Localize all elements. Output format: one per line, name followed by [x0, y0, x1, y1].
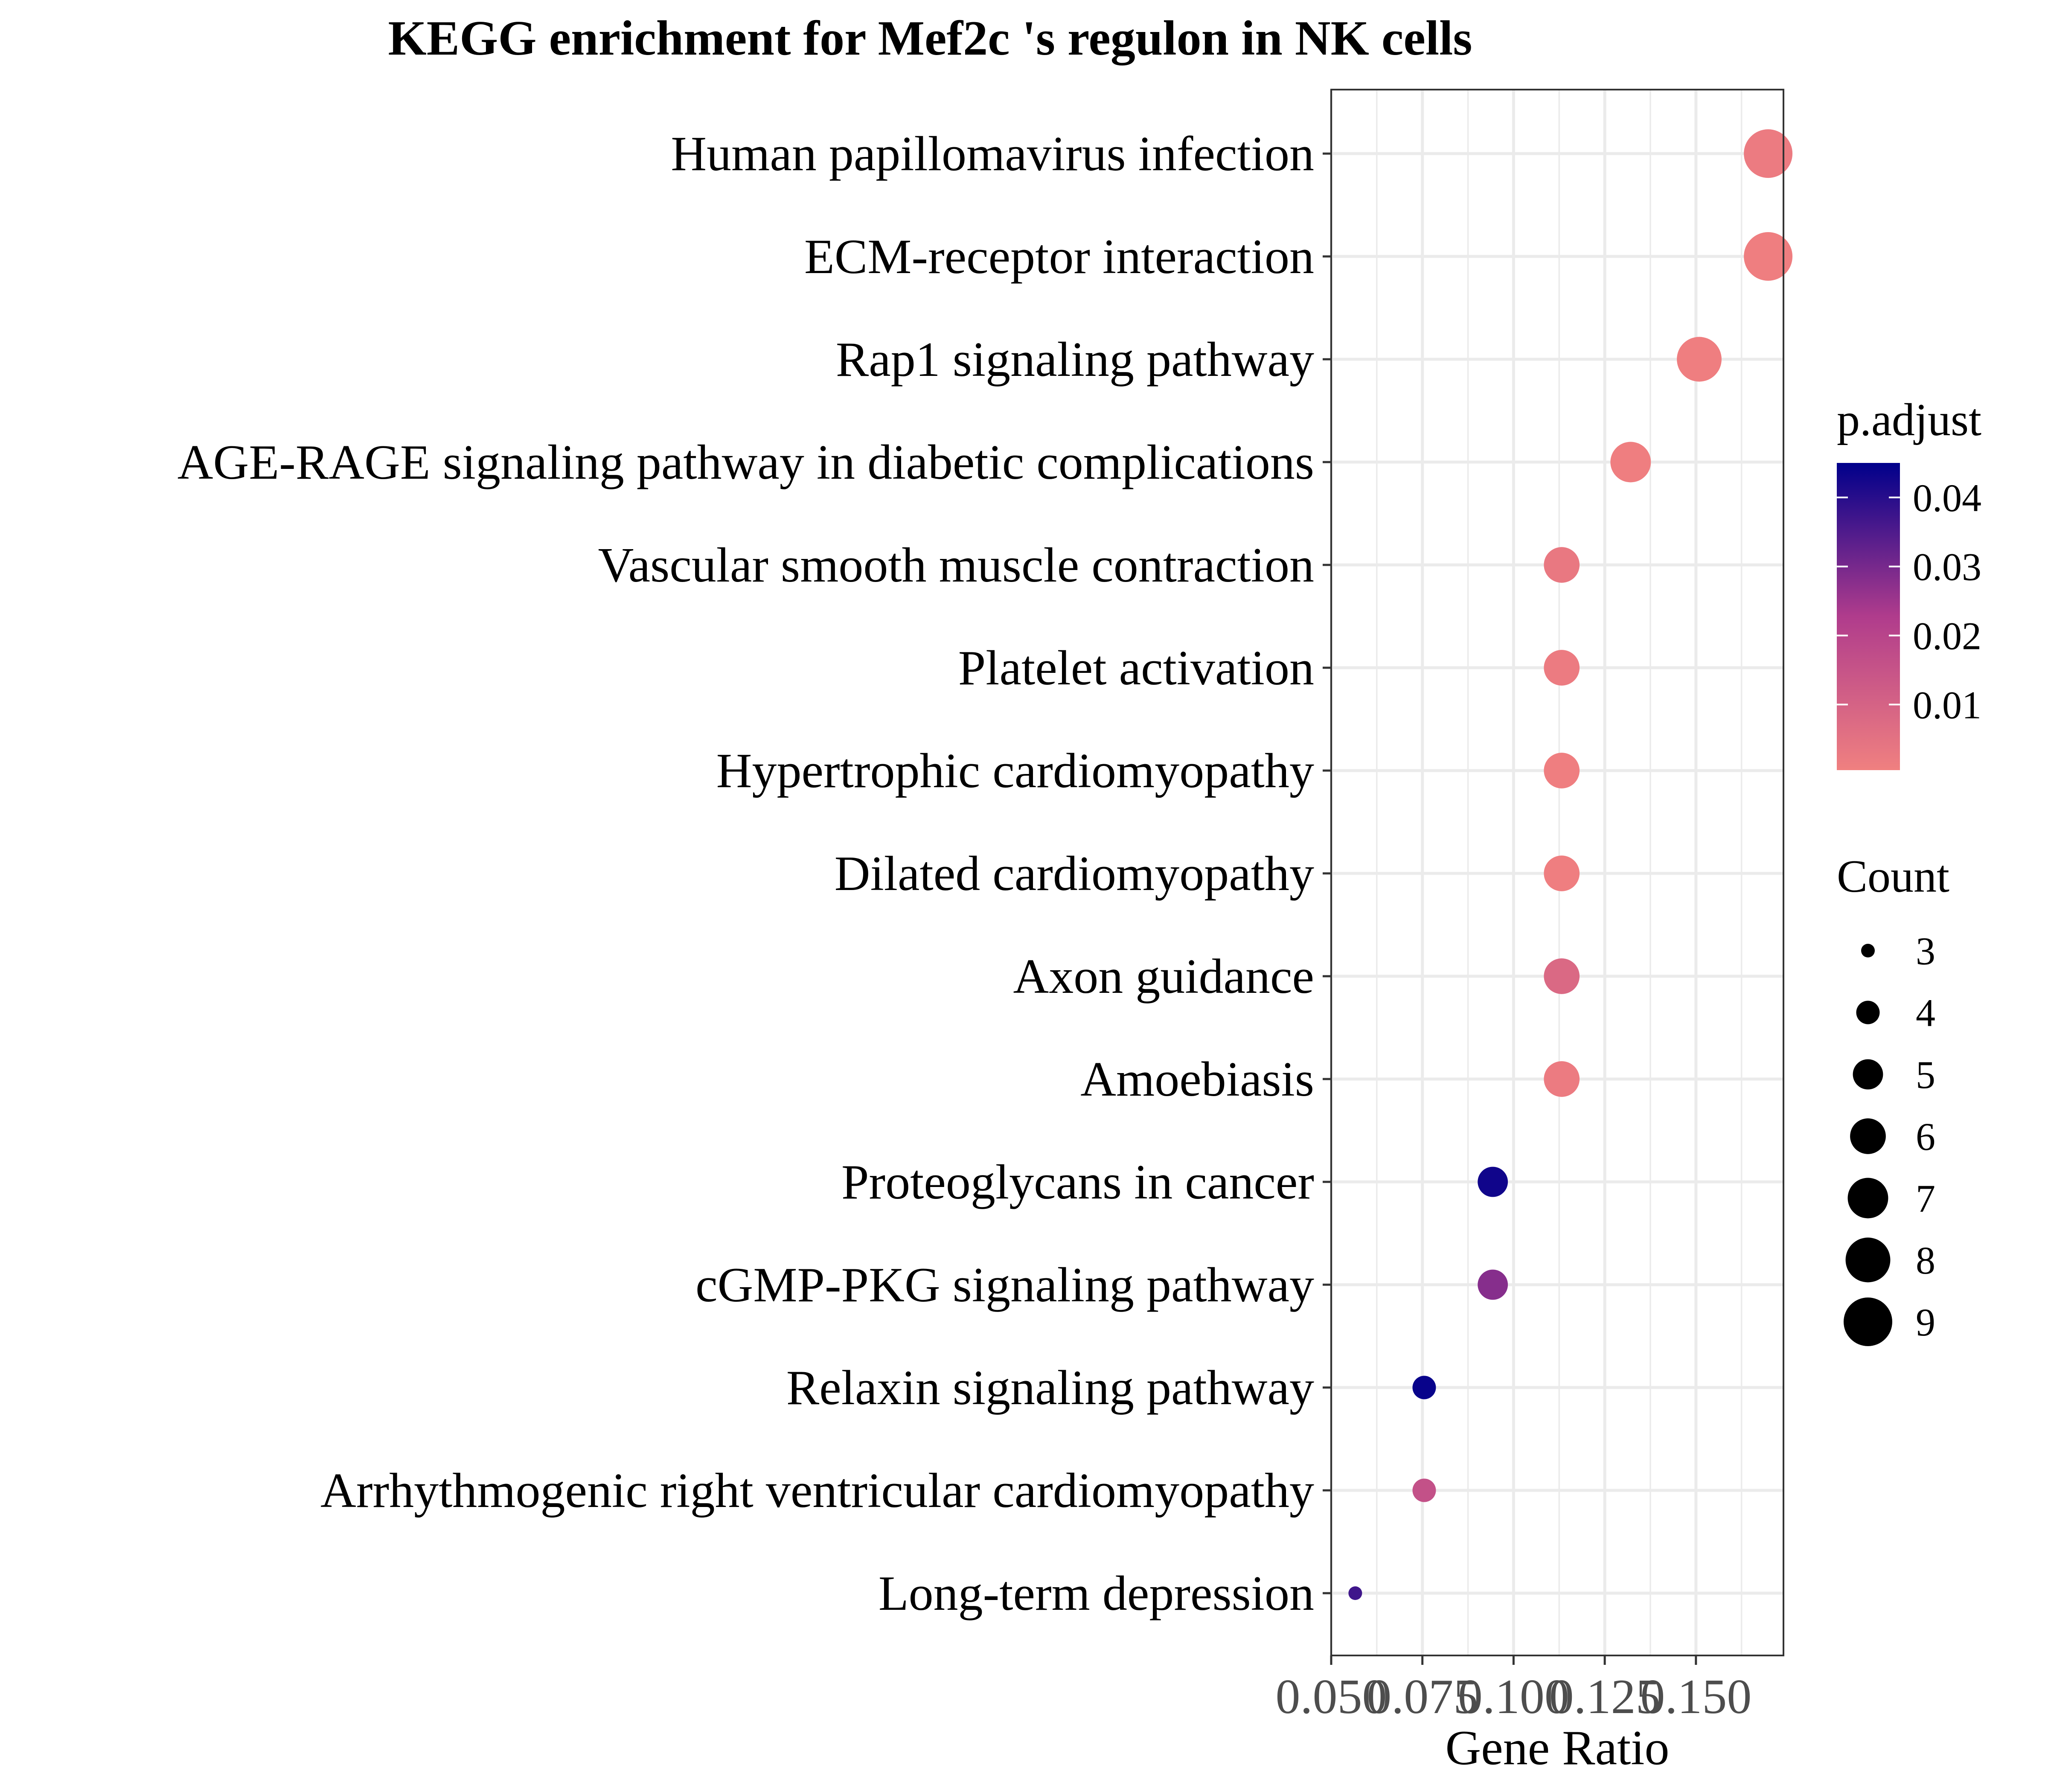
data-point — [1412, 1376, 1436, 1399]
y-axis-ticks — [1323, 152, 1331, 1594]
x-tick-label: 0.100 — [1458, 1670, 1569, 1724]
data-point — [1744, 232, 1793, 281]
count-legend-keys: 3 4 5 6 7 8 9 — [1844, 929, 1935, 1346]
panel-border — [1330, 89, 1784, 1656]
count-legend-key — [1847, 1178, 1888, 1219]
count-legend-label: 8 — [1916, 1239, 1935, 1282]
y-tick-label: ECM-receptor interaction — [804, 230, 1314, 284]
colorbar-tick-label: 0.04 — [1913, 476, 1981, 520]
count-legend-label: 6 — [1916, 1115, 1935, 1158]
p-adjust-legend: p.adjust 0.04 0.03 0.02 0.01 — [1837, 395, 1981, 770]
y-tick-label: Proteoglycans in cancer — [841, 1155, 1314, 1210]
chart-title: KEGG enrichment for Mef2c 's regulon in … — [388, 11, 1472, 66]
data-point — [1544, 753, 1580, 788]
data-point — [1348, 1586, 1362, 1600]
y-tick-label: Relaxin signaling pathway — [786, 1361, 1314, 1415]
y-tick-label: AGE-RAGE signaling pathway in diabetic c… — [177, 435, 1314, 490]
y-tick-label: Axon guidance — [1013, 949, 1314, 1004]
count-legend-label: 5 — [1916, 1053, 1935, 1097]
x-tick-label: 0.150 — [1640, 1670, 1751, 1724]
y-tick-label: Dilated cardiomyopathy — [835, 847, 1314, 901]
colorbar-tick-label: 0.01 — [1913, 683, 1981, 727]
colorbar-tick-label: 0.02 — [1913, 614, 1981, 657]
count-legend-label: 3 — [1916, 929, 1935, 973]
y-tick-label: Vascular smooth muscle contraction — [598, 538, 1314, 593]
count-legend-title: Count — [1837, 851, 1949, 902]
data-point — [1544, 547, 1580, 583]
count-legend-key — [1861, 944, 1875, 957]
count-legend-key — [1850, 1118, 1886, 1154]
x-tick-label: 0.075 — [1367, 1670, 1478, 1724]
data-point — [1478, 1167, 1508, 1197]
count-legend-label: 4 — [1916, 991, 1935, 1035]
p-adjust-legend-title: p.adjust — [1837, 395, 1981, 445]
y-tick-label: Rap1 signaling pathway — [836, 332, 1314, 387]
y-tick-label: Platelet activation — [958, 641, 1314, 695]
count-legend-key — [1853, 1059, 1883, 1090]
count-legend-key — [1845, 1237, 1891, 1283]
p-adjust-colorbar-ticks: 0.04 0.03 0.02 0.01 — [1837, 476, 1981, 727]
count-legend-label: 7 — [1916, 1177, 1935, 1220]
y-tick-label: Arrhythmogenic right ventricular cardiom… — [320, 1463, 1314, 1518]
data-point — [1478, 1269, 1508, 1300]
x-axis-title: Gene Ratio — [1445, 1721, 1669, 1775]
colorbar-tick-label: 0.03 — [1913, 545, 1981, 589]
data-point — [1744, 129, 1793, 178]
data-point — [1544, 1061, 1580, 1097]
y-tick-label: Long-term depression — [879, 1566, 1314, 1621]
y-tick-label: Hypertrophic cardiomyopathy — [716, 744, 1314, 798]
count-legend-key — [1844, 1297, 1892, 1346]
y-tick-label: Amoebiasis — [1080, 1052, 1314, 1107]
count-legend-key — [1856, 1001, 1880, 1024]
x-tick-label: 0.050 — [1276, 1670, 1387, 1724]
count-legend-label: 9 — [1916, 1300, 1935, 1344]
count-legend: Count 3 4 5 6 7 8 9 — [1837, 851, 1949, 1346]
data-point — [1677, 337, 1722, 382]
y-axis-labels: Human papillomavirus infection ECM-recept… — [177, 127, 1314, 1621]
p-adjust-colorbar — [1837, 463, 1900, 770]
data-point — [1610, 442, 1651, 483]
y-tick-label: Human papillomavirus infection — [671, 127, 1314, 181]
data-point — [1544, 855, 1580, 891]
data-point — [1544, 958, 1580, 994]
y-tick-label: cGMP-PKG signaling pathway — [695, 1258, 1314, 1312]
data-point — [1544, 650, 1580, 686]
x-tick-label: 0.125 — [1549, 1670, 1661, 1724]
data-point — [1412, 1478, 1436, 1502]
data-points — [1348, 129, 1793, 1600]
